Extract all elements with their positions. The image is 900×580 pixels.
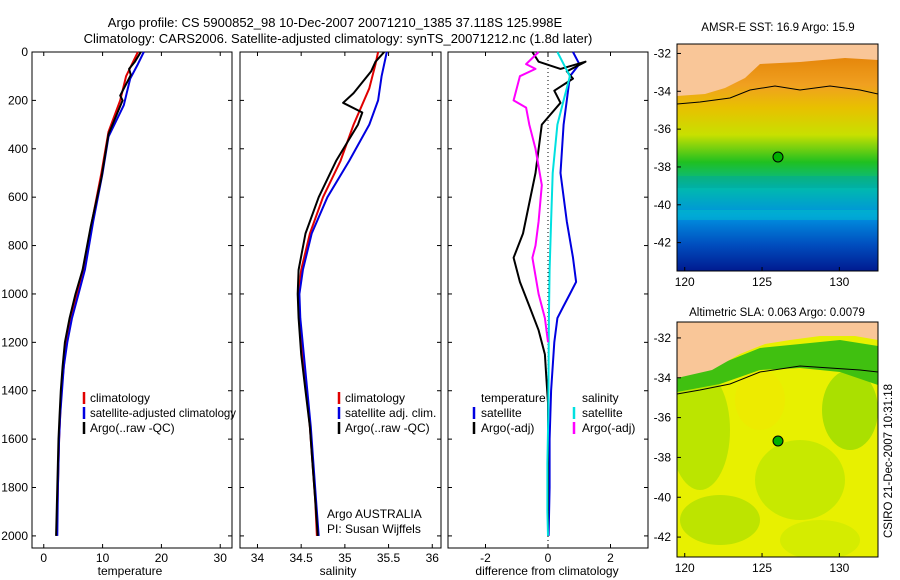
- legend-item: Argo(-adj): [481, 421, 534, 435]
- series-line-satellite-adjusted-climatology: [56, 51, 145, 536]
- series-line-climatology: [55, 51, 139, 536]
- map-y-tick-label: -32: [654, 46, 672, 60]
- series-line-salinity-argo-adj-: [512, 51, 549, 343]
- x-tick-label: 34.5: [289, 551, 313, 565]
- legend-item: Argo(..raw -QC): [90, 421, 175, 435]
- sla-map-axes: 120 125 130 -32 -34 -36 -38 -40 -42: [654, 331, 850, 575]
- y-tick-label: 1200: [1, 335, 28, 349]
- sla-map-frame: [676, 321, 879, 558]
- header-line2: Climatology: CARS2006. Satellite-adjuste…: [84, 31, 593, 46]
- pi-note: PI: Susan Wijffels: [327, 522, 421, 536]
- sst-map-title: AMSR-E SST: 16.9 Argo: 15.9: [701, 22, 854, 34]
- legend-item: satellite-adjusted climatology: [90, 406, 236, 420]
- y-tick-label: 1600: [1, 432, 28, 446]
- sst-map-axes: 120 125 130 -32 -34 -36 -38 -40 -42: [654, 46, 850, 289]
- series-line-argo-raw-qc-: [296, 51, 385, 536]
- map-x-tick-label: 125: [752, 561, 772, 575]
- map-y-tick-label: -34: [654, 371, 672, 385]
- x-tick-label: 10: [96, 551, 110, 565]
- difference-plot: -2 0 2: [448, 51, 648, 565]
- map-y-tick-label: -34: [654, 84, 672, 98]
- legend-item: satellite: [582, 406, 623, 420]
- x-tick-label: -2: [480, 551, 491, 565]
- difference-xlabel: difference from climatology: [475, 564, 618, 578]
- sla-map-title: Altimetric SLA: 0.063 Argo: 0.0079: [689, 307, 865, 319]
- y-tick-label: 1800: [1, 481, 28, 495]
- y-tick-label: 400: [8, 142, 28, 156]
- map-y-tick-label: -36: [654, 122, 672, 136]
- legend-item: Argo(..raw -QC): [345, 421, 430, 435]
- salinity-plot: 34 34.5 35 35.5 36: [240, 51, 441, 565]
- y-tick-label: 2000: [1, 529, 28, 543]
- temperature-plot-frame: [31, 51, 233, 549]
- map-x-tick-label: 120: [675, 561, 695, 575]
- map-y-tick-label: -42: [654, 530, 672, 544]
- series-line-climatology: [297, 51, 380, 536]
- map-y-tick-label: -42: [654, 236, 672, 250]
- map-x-tick-label: 130: [829, 561, 849, 575]
- y-tick-label: 800: [8, 239, 28, 253]
- map-x-tick-label: 125: [752, 275, 772, 289]
- x-tick-label: 2: [607, 551, 614, 565]
- legend-item: satellite adj. clim.: [345, 406, 436, 420]
- legend-item: Argo(-adj): [582, 421, 635, 435]
- x-tick-label: 0: [40, 551, 47, 565]
- y-tick-label: 1000: [1, 287, 28, 301]
- series-line-temperature-satellite: [547, 51, 581, 536]
- legend-heading-temperature: temperature: [481, 391, 546, 405]
- sst-argo-marker: [772, 151, 784, 163]
- argo-program-note: Argo AUSTRALIA: [327, 507, 422, 521]
- y-tick-label: 600: [8, 190, 28, 204]
- sst-map-frame: [676, 43, 879, 272]
- map-y-tick-label: -36: [654, 411, 672, 425]
- temperature-xlabel: temperature: [98, 564, 163, 578]
- series-line-salinity-satellite: [546, 51, 571, 536]
- y-tick-label: 200: [8, 93, 28, 107]
- side-credit: CSIRO 21-Dec-2007 10:31:18: [883, 384, 895, 538]
- map-y-tick-label: -38: [654, 160, 672, 174]
- salinity-plot-frame: [239, 51, 442, 549]
- legend-heading-salinity: salinity: [582, 391, 619, 405]
- salinity-legend: climatology satellite adj. clim. Argo(..…: [327, 391, 436, 536]
- y-tick-label: 1400: [1, 384, 28, 398]
- map-x-tick-label: 130: [829, 275, 849, 289]
- map-y-tick-label: -32: [654, 331, 672, 345]
- legend-item: climatology: [90, 391, 150, 405]
- map-y-tick-label: -38: [654, 450, 672, 464]
- y-tick-label: 0: [21, 45, 28, 59]
- map-x-tick-label: 120: [675, 275, 695, 289]
- header-line1: Argo profile: CS 5900852_98 10-Dec-2007 …: [108, 15, 563, 30]
- temperature-plot: 0 10 20 30 0 200 400 600 800 1000 1200 1400 1600 1800…: [1, 45, 232, 565]
- x-tick-label: 35.5: [377, 551, 401, 565]
- x-tick-label: 36: [426, 551, 440, 565]
- temperature-legend: climatology satellite-adjusted climatolo…: [82, 391, 236, 435]
- x-tick-label: 30: [214, 551, 228, 565]
- x-tick-label: 20: [155, 551, 169, 565]
- map-y-tick-label: -40: [654, 490, 672, 504]
- salinity-xlabel: salinity: [320, 564, 357, 578]
- series-line-argo-raw-qc-: [55, 51, 142, 536]
- legend-item: climatology: [345, 391, 405, 405]
- difference-legend: temperature satellite Argo(-adj) salinit…: [472, 391, 635, 435]
- x-tick-label: 35: [338, 551, 352, 565]
- map-y-tick-label: -40: [654, 198, 672, 212]
- legend-item: satellite: [481, 406, 522, 420]
- x-tick-label: 0: [545, 551, 552, 565]
- x-tick-label: 34: [251, 551, 265, 565]
- sla-argo-marker: [772, 435, 784, 447]
